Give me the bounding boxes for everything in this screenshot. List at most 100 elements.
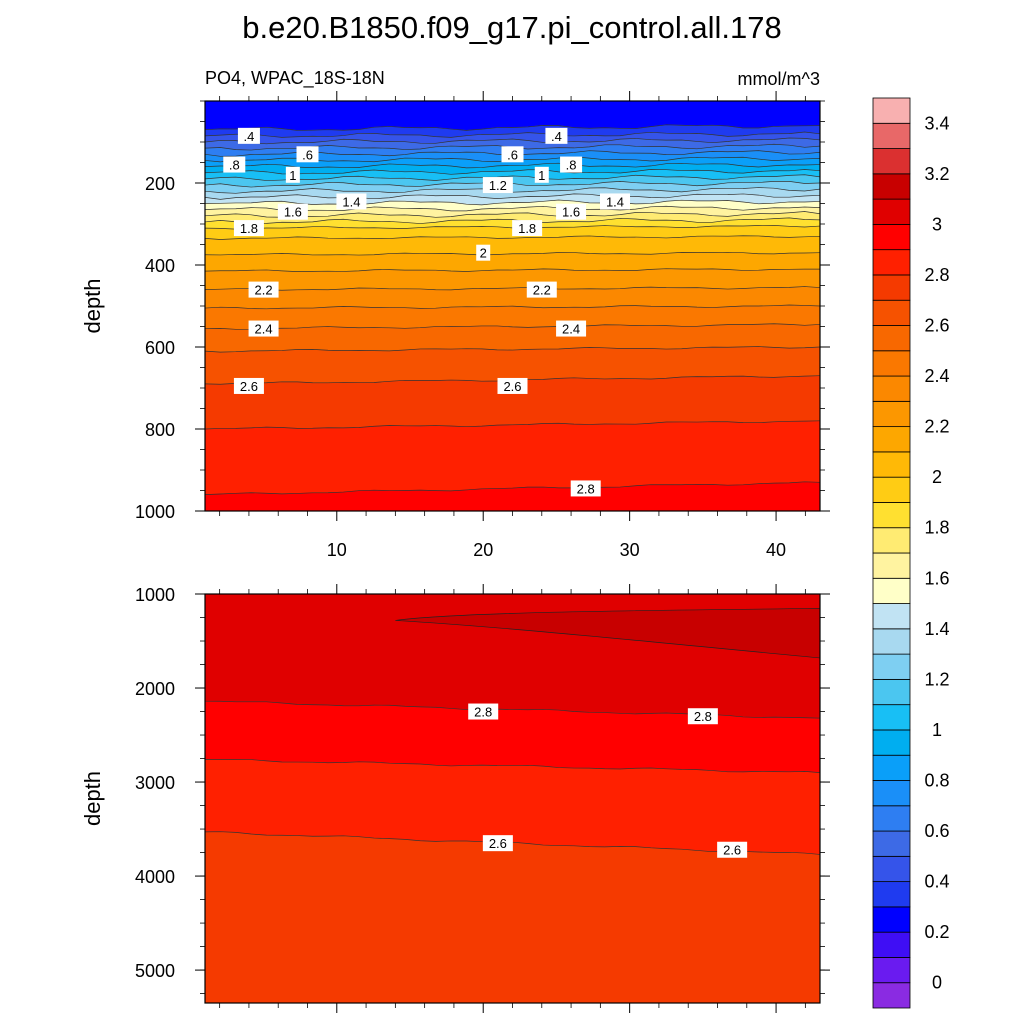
x-tick-label: 30 [620,540,640,560]
colorbar-label: 1.6 [924,568,949,588]
colorbar-label: 3 [932,214,942,234]
y-tick-label: 1000 [135,585,175,605]
contour-label-box [248,320,279,337]
contour-label: 1.4 [606,194,624,209]
contour-label-box [237,127,260,144]
colorbar-box [872,552,911,579]
contour-line [205,420,820,430]
contour-label: 2.8 [474,705,492,720]
colorbar-box [872,881,911,908]
contour-label: 1.6 [562,205,580,220]
y-tick-label: 600 [145,338,175,358]
contour-line [205,268,820,272]
colorbar-box [872,502,911,529]
colorbar-box [872,350,911,377]
colorbar-box [872,805,911,832]
contour-band [205,252,820,272]
contour-line [205,174,820,181]
colorbar-label: 0 [932,973,942,993]
contour-label: 2.6 [489,836,507,851]
contour-label: 1.8 [240,221,258,236]
contour-line [205,193,820,200]
contour-label-box [248,281,279,298]
colorbar-box [872,426,911,453]
colorbar-label: 2.2 [924,417,949,437]
contour-line [205,481,820,495]
colorbar-box [872,223,911,251]
colorbar-label: 3.4 [924,113,949,133]
colorbar-label: 0.2 [924,922,949,942]
contour-label-box [233,377,264,394]
colorbar-label: 1 [932,720,942,740]
contour-label: 2.6 [240,379,258,394]
y-tick-label: 3000 [135,773,175,793]
contour-line [205,286,820,291]
contour-band [205,420,820,495]
colorbar-label: 1.8 [924,518,949,538]
colorbar-box [872,678,911,706]
y-tick-label: 800 [145,420,175,440]
contour-label: 1 [538,168,545,183]
contour-line [205,251,820,256]
colorbar-box [872,299,911,326]
contour-label-box [296,146,319,163]
contour-label-box [277,203,308,220]
chart-title: b.e20.B1850.f09_g17.pi_control.all.178 [242,10,782,45]
colorbar-label: 0.8 [924,771,949,791]
contour-line [205,759,820,773]
colorbar-label: 2 [932,467,942,487]
contour-label-box [285,166,300,183]
contour-label: 2.6 [723,843,741,858]
contour-label-box [526,281,557,298]
colorbar-box [872,274,911,301]
colorbar-label: 1.2 [924,669,949,689]
contour-label: 1.4 [342,194,360,209]
colorbar-box [872,754,911,781]
contour-label-box [560,156,583,173]
contour-line [205,131,820,138]
y-tick-label: 4000 [135,867,175,887]
contour-label: .8 [229,158,240,173]
contour-label-box [570,480,601,497]
contour-label-box [545,127,568,144]
colorbar-box [872,931,911,958]
colorbar-box [872,451,911,478]
contour-label: 2 [480,246,487,261]
colorbar-box [872,97,911,124]
colorbar-box [872,325,911,352]
colorbar-box [872,148,911,175]
contour-label-box [687,708,718,725]
contour-label: 2.8 [577,481,595,496]
contour-label: .8 [566,158,577,173]
colorbar-label: 1.4 [924,619,949,639]
contour-label-box [600,193,630,210]
lower-depth-panel: 2.8 2.8 2.6 2.6 1000 2000 3000 4000 5000 depth [80,584,830,1013]
contour-line [205,137,820,145]
x-tick-label: 40 [766,540,786,560]
colorbar-label: 2.8 [924,265,949,285]
colorbar-box [872,906,911,933]
contour-label-box [223,156,246,173]
contour-label-box [336,193,367,210]
y-tick-label: 1000 [135,502,175,522]
contour-fill-layer: .4 .4 .6 .6 .8 .8 1 1 1.2 1.4 1.4 1.6 1.6 1.8 1.8 2 2.2 2… [205,101,820,511]
colorbar-box [872,704,911,731]
contour-fill-layer: 2.8 2.8 2.6 2.6 [205,594,820,1003]
colorbar-box [872,122,911,149]
colorbar-box [872,400,911,428]
chart-subtitle-variable: PO4, WPAC_18S-18N [205,68,385,89]
contour-label-box [482,177,513,194]
colorbar-label: 3.2 [924,164,949,184]
colorbar-box [872,628,911,655]
y-tick-label: 400 [145,256,175,276]
contour-label-box [556,320,587,337]
max-contour-region [395,608,820,659]
colorbar-box [872,653,911,680]
colorbar-box [872,957,911,984]
contour-label-box [476,244,491,261]
upper-depth-panel: .4 .4 .6 .6 .8 .8 1 1 1.2 1.4 1.4 1.6 1.6 1.8 1.8 2 2.2 2… [80,91,830,560]
colorbar-label: 2.6 [924,316,949,336]
colorbar-label: 2.4 [924,366,949,386]
colorbar-label: 0.6 [924,821,949,841]
contour-label-box [717,841,748,858]
